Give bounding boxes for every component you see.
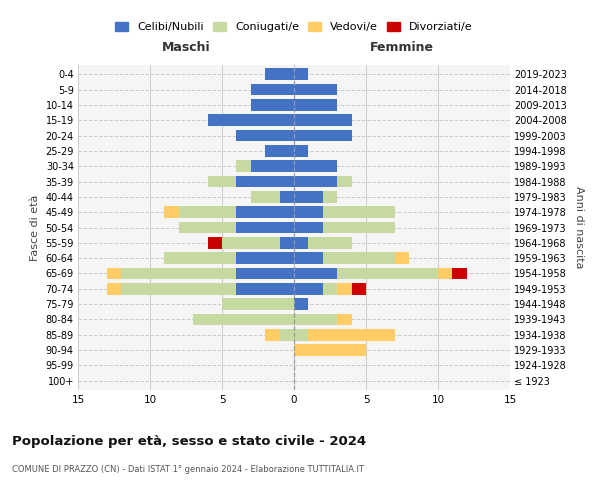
Bar xyxy=(236,252,294,264)
Bar xyxy=(438,268,452,279)
Bar xyxy=(236,130,294,141)
Bar xyxy=(294,237,308,248)
Bar xyxy=(337,176,352,188)
Bar xyxy=(294,145,308,156)
Bar xyxy=(352,283,366,294)
Bar xyxy=(308,237,352,248)
Bar xyxy=(107,283,121,294)
Bar xyxy=(208,114,294,126)
Bar xyxy=(222,298,294,310)
Bar xyxy=(308,329,395,340)
Bar xyxy=(164,252,236,264)
Bar xyxy=(294,99,337,110)
Bar xyxy=(121,283,236,294)
Bar xyxy=(323,222,395,233)
Bar xyxy=(251,160,294,172)
Text: Maschi: Maschi xyxy=(161,42,211,54)
Bar xyxy=(323,283,337,294)
Bar xyxy=(294,344,366,356)
Bar xyxy=(294,191,323,202)
Bar xyxy=(208,176,236,188)
Bar xyxy=(323,191,337,202)
Bar xyxy=(265,145,294,156)
Bar xyxy=(179,206,236,218)
Bar xyxy=(294,222,323,233)
Bar xyxy=(107,268,121,279)
Legend: Celibi/Nubili, Coniugati/e, Vedovi/e, Divorziati/e: Celibi/Nubili, Coniugati/e, Vedovi/e, Di… xyxy=(115,22,473,32)
Bar xyxy=(121,268,236,279)
Bar xyxy=(251,191,280,202)
Bar xyxy=(323,252,395,264)
Bar xyxy=(294,114,352,126)
Bar xyxy=(294,160,337,172)
Bar xyxy=(294,298,308,310)
Bar xyxy=(236,268,294,279)
Bar xyxy=(236,176,294,188)
Bar xyxy=(294,130,352,141)
Bar xyxy=(236,160,251,172)
Bar xyxy=(337,283,352,294)
Bar xyxy=(294,206,323,218)
Bar xyxy=(251,84,294,96)
Bar xyxy=(251,99,294,110)
Text: Popolazione per età, sesso e stato civile - 2024: Popolazione per età, sesso e stato civil… xyxy=(12,435,366,448)
Bar xyxy=(294,84,337,96)
Bar xyxy=(280,329,294,340)
Bar xyxy=(294,283,323,294)
Text: Femmine: Femmine xyxy=(370,42,434,54)
Bar xyxy=(164,206,179,218)
Bar xyxy=(337,314,352,325)
Bar xyxy=(452,268,467,279)
Y-axis label: Fasce di età: Fasce di età xyxy=(30,194,40,260)
Y-axis label: Anni di nascita: Anni di nascita xyxy=(574,186,584,269)
Bar xyxy=(193,314,294,325)
Bar xyxy=(294,176,337,188)
Text: COMUNE DI PRAZZO (CN) - Dati ISTAT 1° gennaio 2024 - Elaborazione TUTTITALIA.IT: COMUNE DI PRAZZO (CN) - Dati ISTAT 1° ge… xyxy=(12,465,364,474)
Bar xyxy=(294,329,308,340)
Bar xyxy=(294,252,323,264)
Bar xyxy=(236,283,294,294)
Bar xyxy=(323,206,395,218)
Bar xyxy=(294,68,308,80)
Bar xyxy=(208,237,222,248)
Bar xyxy=(265,68,294,80)
Bar xyxy=(265,329,280,340)
Bar xyxy=(236,222,294,233)
Bar xyxy=(236,206,294,218)
Bar xyxy=(222,237,280,248)
Bar xyxy=(280,191,294,202)
Bar xyxy=(294,268,337,279)
Bar xyxy=(395,252,409,264)
Bar xyxy=(179,222,236,233)
Bar xyxy=(337,268,438,279)
Bar xyxy=(294,314,337,325)
Bar xyxy=(280,237,294,248)
